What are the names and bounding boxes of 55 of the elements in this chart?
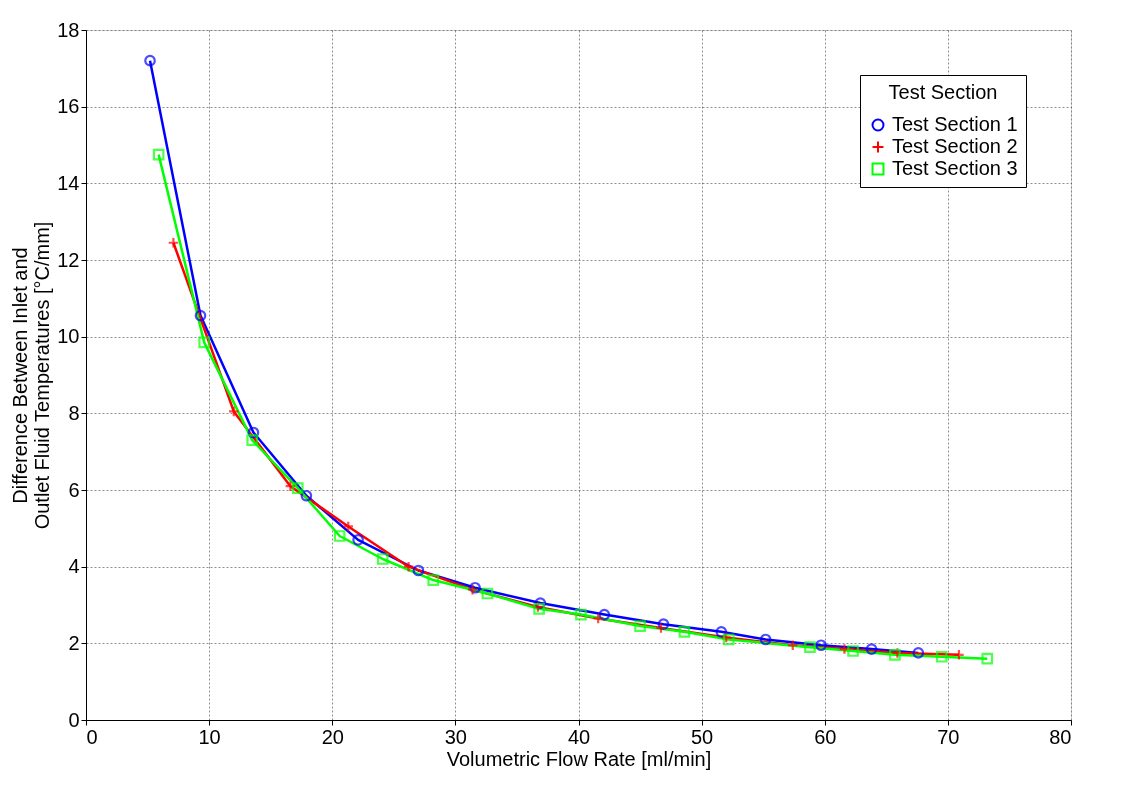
y-tick-label: 10 [57, 325, 80, 348]
x-tick-label: 0 [86, 725, 98, 748]
point [655, 622, 667, 634]
x-axis-title: Volumetric Flow Rate [ml/min] [446, 747, 712, 770]
point [815, 639, 827, 652]
point [194, 309, 207, 322]
point [152, 148, 165, 161]
point [804, 641, 816, 654]
x-tick-label: 30 [444, 725, 467, 748]
point [352, 534, 364, 546]
legend-title: Test Section [888, 81, 998, 103]
point [935, 650, 948, 663]
y-tick-label: 8 [68, 401, 80, 424]
y-tick-label: 4 [68, 555, 80, 578]
point [427, 574, 440, 586]
point [376, 553, 389, 565]
point [759, 633, 772, 646]
point [198, 336, 211, 349]
point [678, 625, 691, 638]
point [981, 652, 994, 665]
point [865, 643, 878, 655]
point [715, 626, 728, 638]
x-tick-label: 50 [691, 725, 714, 748]
point [847, 645, 859, 657]
y-tick-label: 14 [57, 171, 80, 194]
point [144, 54, 156, 67]
y-tick-label: 6 [68, 478, 80, 501]
point [534, 597, 547, 609]
y-tick-label: 0 [68, 708, 80, 731]
point [247, 426, 260, 439]
y-tick-label: 16 [57, 95, 80, 118]
point [912, 647, 925, 659]
point [246, 434, 259, 447]
y-tick-label: 2 [68, 631, 80, 654]
x-tick-label: 60 [814, 725, 837, 748]
point [291, 482, 304, 494]
point [575, 608, 587, 621]
y-axis-title: Difference Between Inlet and Outlet Fluid Temperatures [°C/mm] [9, 221, 54, 530]
x-tick-label: 80 [1049, 725, 1072, 748]
legend-label: Test Section 3 [892, 157, 1018, 179]
point [300, 489, 313, 502]
point [481, 587, 494, 600]
point [634, 620, 646, 632]
y-tick-label: 18 [57, 18, 80, 41]
x-tick-label: 20 [321, 725, 344, 748]
x-tick-label: 10 [198, 725, 221, 748]
x-tick-label: 40 [567, 725, 591, 748]
x-tick-label: 70 [937, 725, 960, 748]
point [657, 618, 670, 630]
legend-label: Test Section 2 [892, 135, 1018, 157]
point [333, 530, 346, 542]
point [412, 564, 425, 577]
legend-label: Test Section 1 [892, 113, 1018, 135]
point [598, 608, 611, 621]
y-tick-label: 12 [57, 248, 80, 271]
